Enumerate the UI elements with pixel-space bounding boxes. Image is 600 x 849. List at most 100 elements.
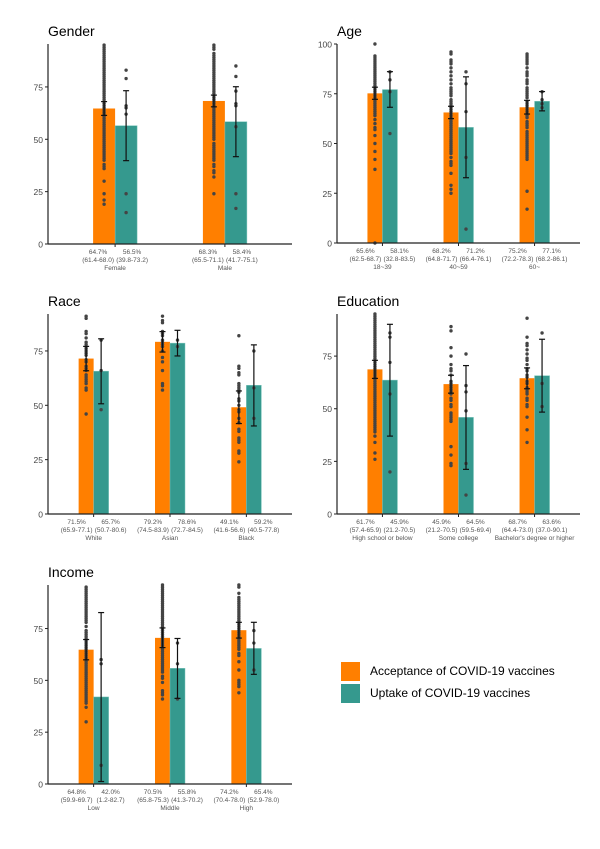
data-label-uptake-ci: (68.2-86.1) — [536, 256, 568, 263]
data-label-uptake: 59.2% — [254, 519, 273, 526]
data-point — [237, 684, 241, 689]
data-point — [373, 133, 377, 138]
data-label-acceptance-ci: (65.9-77.1) — [61, 527, 93, 534]
bar-acceptance-2 — [519, 378, 535, 514]
data-point — [212, 137, 216, 141]
data-point — [212, 171, 216, 175]
data-point — [212, 192, 216, 196]
data-label-acceptance: 64.7% — [89, 249, 108, 256]
data-point — [160, 693, 165, 697]
x-tick-label: Female — [104, 265, 126, 272]
data-label-acceptance: 74.2% — [220, 789, 239, 796]
legend-label-uptake: Uptake of COVID-19 vaccines — [370, 686, 531, 700]
chart-title: Age — [337, 23, 362, 39]
data-label-acceptance-ci: (57.4-65.9) — [350, 527, 382, 534]
y-tick-label: 25 — [34, 187, 44, 197]
data-point — [212, 47, 216, 51]
data-label-acceptance-ci: (21.2-70.5) — [426, 527, 458, 534]
data-point — [373, 434, 377, 438]
data-point — [99, 407, 103, 412]
data-label-uptake-ci: (32.8-83.5) — [384, 256, 416, 263]
data-point — [373, 440, 377, 445]
data-point — [237, 647, 241, 651]
data-point — [449, 453, 453, 457]
y-tick-label: 0 — [38, 780, 43, 790]
data-label-acceptance: 79.2% — [144, 519, 163, 526]
data-point — [449, 324, 453, 329]
data-point — [449, 187, 453, 191]
y-tick-label: 50 — [34, 135, 44, 145]
data-point — [464, 493, 468, 497]
data-point — [237, 653, 241, 658]
data-point — [525, 62, 529, 66]
data-point — [234, 74, 238, 79]
data-label-uptake: 45.9% — [390, 519, 409, 526]
x-tick-label: 60~ — [529, 264, 540, 271]
data-label-uptake: 63.6% — [542, 519, 561, 526]
data-point — [449, 70, 453, 74]
data-point — [449, 404, 453, 409]
data-point — [237, 659, 241, 664]
data-point — [525, 343, 529, 348]
data-label-uptake: 55.8% — [178, 789, 197, 796]
data-point — [84, 316, 88, 321]
data-point — [237, 460, 241, 464]
y-tick-label: 75 — [34, 346, 44, 356]
data-point — [102, 202, 106, 206]
data-point — [373, 127, 377, 132]
data-point — [237, 440, 241, 444]
x-tick-label: Some college — [439, 535, 479, 542]
data-point — [234, 192, 238, 196]
x-tick-label: High — [240, 805, 254, 812]
bar-acceptance-0 — [78, 358, 94, 514]
data-point — [102, 166, 106, 171]
data-label-uptake-ci: (41.7-75.1) — [226, 257, 258, 264]
data-point — [449, 171, 453, 176]
data-point — [540, 331, 544, 335]
x-tick-label: White — [85, 535, 102, 542]
legend-label-acceptance: Acceptance of COVID-19 vaccines — [370, 664, 555, 678]
data-label-acceptance-ci: (74.5-83.9) — [137, 527, 169, 534]
y-tick-label: 0 — [327, 239, 332, 249]
y-tick-label: 50 — [323, 404, 333, 414]
data-label-uptake-ci: (50.7-80.6) — [95, 527, 127, 534]
y-tick-label: 50 — [323, 139, 333, 149]
data-point — [160, 355, 165, 360]
panel-race: Race 0 25 50 75 71.5%(65.9-77.1) 65.7%(50.7-80… — [34, 293, 292, 542]
data-point — [525, 157, 529, 162]
data-label-acceptance-ci: (65.8-75.3) — [137, 797, 169, 804]
y-tick-label: 0 — [38, 240, 43, 250]
bar-acceptance-2 — [519, 107, 535, 243]
y-tick-label: 100 — [318, 40, 332, 50]
data-point — [124, 210, 128, 215]
data-point — [212, 164, 216, 169]
data-label-uptake-ci: (39.8-73.2) — [116, 257, 148, 264]
data-point — [84, 336, 88, 340]
data-label-uptake-ci: (59.5-69.4) — [460, 527, 492, 534]
data-label-uptake: 65.7% — [101, 519, 120, 526]
data-label-acceptance-ci: (70.4-78.0) — [213, 797, 245, 804]
data-label-uptake-ci: (52.9-78.0) — [247, 797, 279, 804]
bar-uptake-0 — [382, 89, 398, 244]
data-point — [102, 158, 106, 162]
x-tick-label: Middle — [160, 805, 180, 812]
data-point — [525, 207, 529, 211]
data-label-acceptance: 75.2% — [508, 248, 527, 255]
x-tick-label: Black — [238, 535, 255, 542]
data-point — [373, 149, 377, 154]
y-tick-label: 75 — [323, 89, 333, 99]
data-label-uptake-ci: (1.2-82.7) — [97, 797, 125, 804]
data-point — [525, 189, 529, 193]
panel-income: Income 0 25 50 75 64.8%(59.9-69.7) 42.0%(1.2-8… — [34, 564, 292, 812]
data-label-acceptance-ci: (64.4-73.0) — [502, 527, 534, 534]
data-point — [373, 457, 377, 461]
bar-acceptance-1 — [155, 637, 170, 784]
data-point — [449, 369, 453, 373]
data-label-uptake-ci: (41.3-70.2) — [171, 797, 203, 804]
data-point — [449, 419, 453, 424]
data-point — [237, 585, 241, 589]
data-point — [449, 354, 453, 358]
data-point — [124, 68, 128, 72]
data-point — [464, 227, 468, 231]
